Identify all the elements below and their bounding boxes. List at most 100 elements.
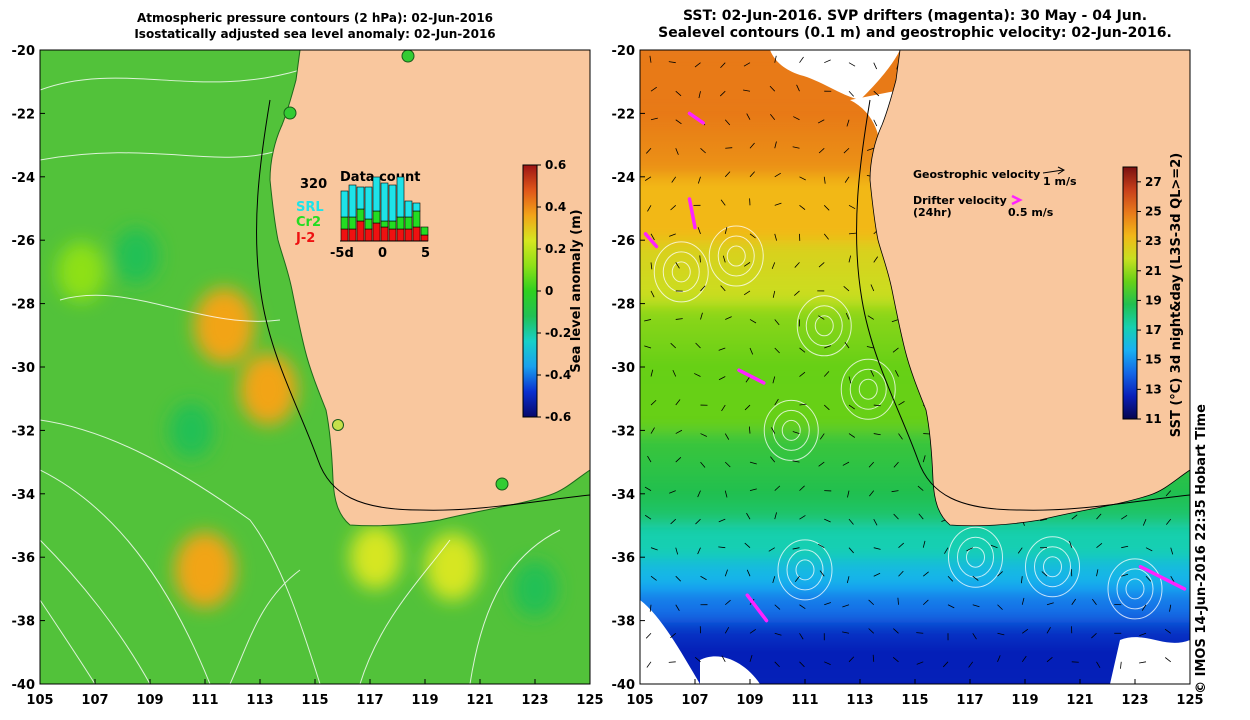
- data-count-bar-cr2: [348, 216, 357, 230]
- velocity-arrow: [1017, 547, 1023, 554]
- velocity-arrow: [1141, 604, 1147, 611]
- velocity-arrow: [774, 485, 781, 491]
- velocity-arrow: [1021, 655, 1027, 663]
- velocity-arrow: [997, 604, 1003, 610]
- velocity-arrow: [1165, 490, 1172, 497]
- velocity-arrow: [892, 656, 899, 663]
- data-count-bar-srl: [380, 182, 389, 222]
- velocity-arrow: [1071, 598, 1077, 605]
- velocity-arrow: [675, 604, 680, 611]
- velocity-arrow: [873, 518, 878, 526]
- velocity-arrow: [823, 176, 826, 184]
- velocity-arrow: [799, 604, 806, 609]
- colorbar-tick-label: -0.6: [545, 410, 571, 424]
- data-count-bar-cr2: [372, 210, 381, 224]
- velocity-arrow: [1120, 661, 1122, 669]
- geostrophic-arrow-head: [1057, 166, 1065, 175]
- data-count-bar-j2: [396, 228, 405, 242]
- velocity-arrow: [848, 656, 855, 663]
- velocity-arrow: [724, 599, 731, 606]
- sealevel-contour: [840, 358, 896, 420]
- velocity-arrow: [796, 84, 800, 92]
- velocity-arrow: [743, 62, 751, 67]
- velocity-arrow: [867, 315, 874, 320]
- x-tick-label: 123: [521, 693, 548, 708]
- velocity-arrow: [720, 62, 726, 69]
- drifter-velocity-label: Drifter velocity: [913, 194, 1007, 207]
- y-tick-label: -24: [12, 171, 36, 186]
- data-count-bar-srl: [356, 186, 365, 210]
- velocity-arrow: [650, 399, 657, 406]
- x-tick-label: 111: [791, 693, 818, 708]
- velocity-arrow: [1139, 632, 1147, 637]
- velocity-arrow: [818, 147, 825, 154]
- velocity-arrow: [675, 318, 683, 320]
- colorbar-tick-label: 0.4: [545, 200, 566, 214]
- data-count-bar-srl: [340, 190, 349, 218]
- velocity-arrow: [848, 204, 856, 210]
- velocity-arrow: [898, 570, 904, 577]
- velocity-arrow: [947, 604, 955, 609]
- y-tick-label: -40: [12, 678, 36, 693]
- data-count-bar-cr2: [356, 208, 365, 222]
- velocity-arrow: [843, 286, 850, 292]
- data-count-bar-j2: [412, 226, 421, 242]
- velocity-arrow: [794, 290, 800, 296]
- sealevel-contour: [1125, 578, 1145, 600]
- velocity-arrow: [968, 661, 974, 668]
- velocity-arrow: [724, 490, 728, 498]
- velocity-arrow: [1145, 575, 1152, 582]
- data-count-bar-cr2: [412, 210, 421, 228]
- velocity-arrow: [792, 146, 800, 149]
- velocity-arrow: [722, 255, 726, 263]
- velocity-arrow: [792, 431, 800, 434]
- velocity-arrow: [870, 370, 875, 377]
- drifter-scale-label: 0.5 m/s: [1008, 206, 1054, 219]
- velocity-arrow: [799, 347, 806, 353]
- velocity-arrow: [774, 512, 777, 520]
- velocity-arrow: [749, 655, 753, 662]
- data-count-bar-j2: [348, 228, 357, 242]
- velocity-arrow: [823, 205, 830, 211]
- velocity-arrow: [697, 490, 701, 498]
- sealevel-contour: [1107, 558, 1163, 620]
- sla-anomaly-blob: [193, 287, 255, 364]
- velocity-arrow: [823, 404, 830, 411]
- right-map-axes: 105 107 109 111 113 115 117 119 121 123 125 -20 -22 -…: [612, 44, 1204, 708]
- velocity-arrow: [893, 513, 899, 520]
- sealevel-contour: [717, 235, 755, 277]
- data-count-bar-srl: [404, 200, 413, 218]
- velocity-arrow: [819, 570, 825, 577]
- velocity-arrow: [1166, 518, 1172, 525]
- velocity-arrow: [668, 661, 676, 663]
- velocity-arrow: [1071, 514, 1078, 520]
- sla-anomaly-blob: [239, 353, 298, 426]
- cloud-gaps: [640, 50, 1190, 684]
- y-tick-label: -32: [612, 424, 636, 439]
- velocity-arrow: [892, 347, 899, 353]
- velocity-arrow: [793, 116, 800, 121]
- y-tick-label: -28: [12, 298, 36, 313]
- velocity-arrow: [646, 661, 652, 668]
- sealevel-contour: [671, 261, 691, 283]
- velocity-arrow: [1139, 661, 1147, 664]
- velocity-arrow: [897, 597, 899, 605]
- colorbar-tick-label: 27: [1145, 175, 1162, 189]
- x-tick-label: 105: [26, 693, 53, 708]
- velocity-arrow: [824, 661, 831, 666]
- x-tick-label: 125: [576, 693, 603, 708]
- velocity-arrow: [650, 233, 655, 241]
- velocity-arrow: [675, 119, 682, 125]
- velocity-arrow: [997, 571, 1003, 577]
- tide-gauge-marker: [283, 106, 297, 120]
- y-tick-label: -22: [12, 107, 36, 122]
- velocity-arrow: [671, 176, 677, 183]
- velocity-arrow: [891, 490, 899, 493]
- sst-band: [640, 525, 1190, 560]
- velocity-arrow: [1046, 602, 1054, 606]
- velocity-arrow: [675, 547, 679, 555]
- y-tick-label: -28: [612, 298, 636, 313]
- velocity-arrow: [922, 455, 926, 463]
- velocity-arrow: [1164, 657, 1171, 663]
